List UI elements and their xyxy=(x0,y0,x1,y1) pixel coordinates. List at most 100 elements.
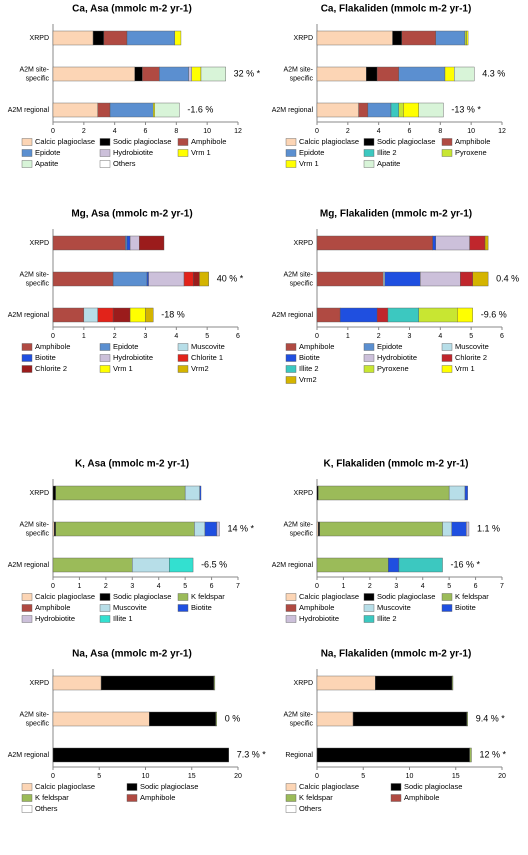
panel-title: K, Asa (mmolc m-2 yr-1) xyxy=(75,459,189,470)
legend-swatch xyxy=(21,794,33,802)
legend-label: Illite 2 xyxy=(299,364,319,373)
legend-label: Sodic plagioclase xyxy=(377,592,435,601)
bar-segment xyxy=(126,30,175,46)
legend-swatch xyxy=(99,604,111,612)
bar-segment xyxy=(444,66,455,82)
bar-segment xyxy=(469,747,472,763)
category-label: A2M regional xyxy=(272,562,314,569)
x-tick-label: 6 xyxy=(500,333,504,340)
bar-segment xyxy=(457,307,473,323)
x-tick-label: 0 xyxy=(315,333,319,340)
category-label: specific xyxy=(290,75,314,82)
bar-segment xyxy=(52,675,102,691)
bar-segment xyxy=(100,675,215,691)
x-tick-label: 2 xyxy=(368,583,372,590)
category-label: XRPD xyxy=(294,35,313,42)
bar-segment xyxy=(469,235,486,251)
x-tick-label: 0 xyxy=(51,773,55,780)
x-tick-label: 6 xyxy=(236,333,240,340)
x-tick-label: 6 xyxy=(474,583,478,590)
x-tick-label: 4 xyxy=(113,128,117,135)
bar-segment xyxy=(216,521,220,537)
bar-segment xyxy=(451,521,467,537)
category-label: A2M site- xyxy=(19,521,49,528)
bar-segment xyxy=(318,485,450,501)
annotation: 0.4 % xyxy=(496,273,519,283)
bar-segment xyxy=(129,235,140,251)
x-tick-label: 8 xyxy=(438,128,442,135)
x-tick-label: 7 xyxy=(236,583,240,590)
bar-segment xyxy=(52,307,85,323)
legend-swatch xyxy=(390,783,402,791)
annotation: -16 % * xyxy=(451,559,481,569)
category-label: A2M site- xyxy=(19,271,49,278)
bar-segment xyxy=(316,675,376,691)
x-tick-label: 1 xyxy=(82,333,86,340)
bar-segment xyxy=(398,66,446,82)
bar-segment xyxy=(193,271,200,287)
bar-segment xyxy=(484,235,489,251)
bar-segment xyxy=(384,271,421,287)
annotation: 14 % * xyxy=(228,523,255,533)
bar-segment xyxy=(103,30,128,46)
legend-label: Amphibole xyxy=(404,793,439,802)
bar-segment xyxy=(142,66,160,82)
bar-segment xyxy=(55,521,195,537)
legend-label: Epidote xyxy=(299,148,324,157)
bar-segment xyxy=(403,102,419,118)
bar-segment xyxy=(401,30,436,46)
bar-segment xyxy=(352,711,468,727)
annotation: 32 % * xyxy=(234,68,261,78)
legend-label: Hydrobiotite xyxy=(299,614,339,623)
x-tick-label: 0 xyxy=(51,333,55,340)
bar-segment xyxy=(392,30,402,46)
legend-label: Apatite xyxy=(377,159,400,168)
legend-swatch xyxy=(441,343,453,351)
bar-segment xyxy=(435,30,466,46)
legend-swatch xyxy=(285,343,297,351)
bar-segment xyxy=(126,235,131,251)
x-tick-label: 20 xyxy=(234,773,242,780)
panel-title: Na, Flakaliden (mmolc m-2 yr-1) xyxy=(321,649,472,660)
bar-segment xyxy=(97,102,111,118)
bar-segment xyxy=(112,271,148,287)
legend-label: Vrm2 xyxy=(191,364,209,373)
legend-label: Hydrobiotite xyxy=(113,353,153,362)
x-tick-label: 15 xyxy=(452,773,460,780)
x-tick-label: 0 xyxy=(51,128,55,135)
legend-label: Apatite xyxy=(35,159,58,168)
annotation: 4.3 % xyxy=(482,68,505,78)
legend-label: Chlorite 1 xyxy=(191,353,223,362)
bar-segment xyxy=(145,307,154,323)
x-tick-label: 5 xyxy=(361,773,365,780)
bar-segment xyxy=(52,102,98,118)
category-label: A2M site- xyxy=(283,521,313,528)
category-label: XRPD xyxy=(294,490,313,497)
bar-segment xyxy=(466,711,468,727)
bar-segment xyxy=(132,557,170,573)
legend-swatch xyxy=(285,149,297,157)
bar-segment xyxy=(319,521,443,537)
bar-segment xyxy=(388,557,400,573)
bar-segment xyxy=(339,307,378,323)
legend-swatch xyxy=(441,138,453,146)
x-tick-label: 3 xyxy=(408,333,412,340)
bar-segment xyxy=(148,711,216,727)
bar-segment xyxy=(316,747,470,763)
bar-segment xyxy=(316,235,433,251)
category-label: specific xyxy=(26,75,50,82)
x-tick-label: 7 xyxy=(500,583,504,590)
legend-swatch xyxy=(99,138,111,146)
legend-label: Amphibole xyxy=(299,603,334,612)
legend-swatch xyxy=(99,593,111,601)
legend-label: Illite 2 xyxy=(377,614,397,623)
bar-segment xyxy=(199,485,202,501)
x-tick-label: 0 xyxy=(315,773,319,780)
legend-label: Hydrobiotite xyxy=(377,353,417,362)
annotation: 40 % * xyxy=(217,273,244,283)
bar-segment xyxy=(215,711,217,727)
bar-segment xyxy=(316,307,341,323)
annotation: -18 % xyxy=(161,309,185,319)
legend-label: K feldspar xyxy=(191,592,225,601)
